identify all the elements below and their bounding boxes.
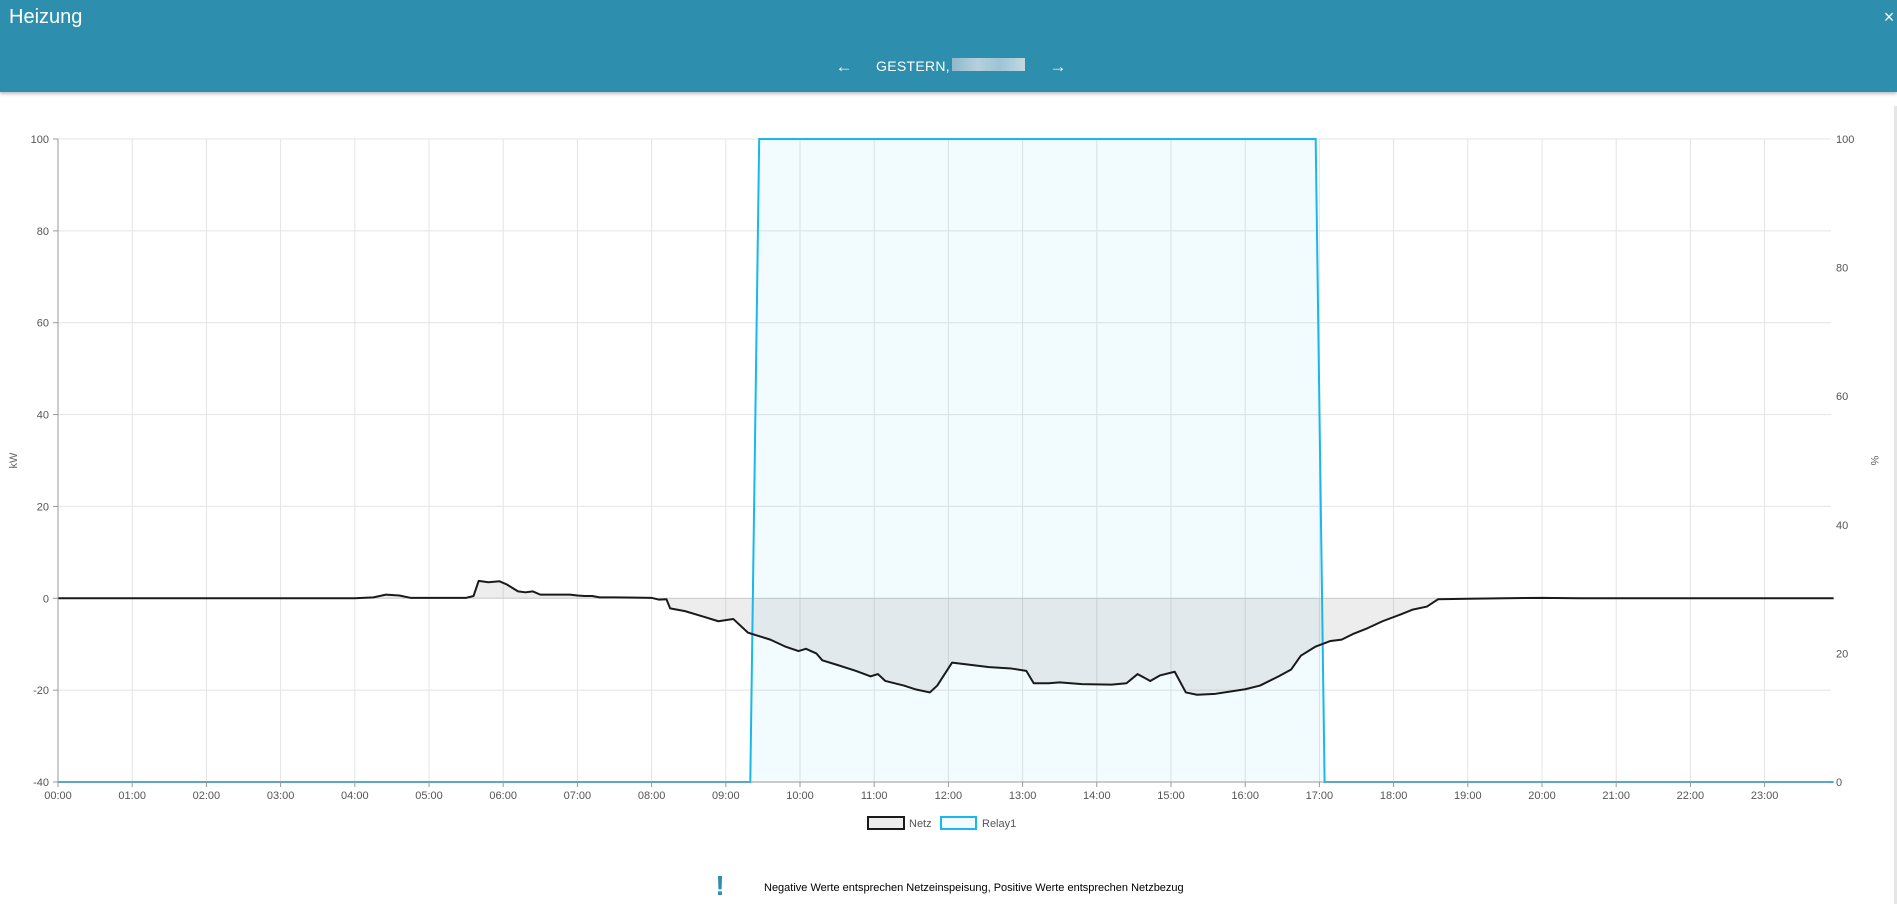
next-day-arrow-icon[interactable]: → — [1049, 57, 1067, 76]
y-right-tick-label: 40 — [1836, 520, 1848, 532]
y-left-tick-label: 80 — [37, 226, 49, 238]
exclamation-icon: ! — [715, 870, 725, 901]
y-left-tick-label: -40 — [33, 777, 49, 789]
x-tick-label: 18:00 — [1380, 790, 1408, 802]
x-tick-label: 07:00 — [564, 790, 592, 802]
x-tick-label: 08:00 — [638, 790, 666, 802]
x-tick-label: 20:00 — [1528, 790, 1556, 802]
x-tick-label: 15:00 — [1157, 790, 1185, 802]
x-tick-label: 11:00 — [861, 790, 888, 802]
netz-area — [58, 580, 1834, 695]
dialog-header: Heizung × ← GESTERN, → — [0, 0, 1897, 92]
y-left-tick-label: 100 — [31, 134, 49, 146]
y-left-tick-label: 0 — [43, 593, 49, 605]
energy-chart: 00:00 01:00 02:00 03:00 04:00 05:00 06:00 07:00… — [8, 134, 1880, 830]
chart-axes: 00:00 01:00 02:00 03:00 04:00 05:00 06:00 07:00… — [8, 134, 1880, 802]
x-tick-label: 17:00 — [1306, 790, 1334, 802]
x-tick-label: 04:00 — [341, 790, 369, 802]
y-right-axis-label: % — [1868, 456, 1880, 466]
date-navigation: ← GESTERN, → — [0, 54, 1897, 80]
x-tick-label: 23:00 — [1751, 790, 1779, 802]
x-tick-label: 03:00 — [267, 790, 295, 802]
chart-areas — [58, 139, 1834, 782]
x-tick-label: 19:00 — [1454, 790, 1482, 802]
legend-label-relay: Relay1 — [982, 818, 1016, 830]
y-right-tick-label: 100 — [1836, 134, 1854, 146]
chart-legend: Netz Relay1 — [867, 816, 1016, 830]
y-right-tick-label: 0 — [1836, 777, 1842, 789]
relay-area — [58, 139, 1834, 782]
y-left-tick-label: -20 — [33, 685, 49, 697]
close-icon[interactable]: × — [1883, 7, 1895, 27]
legend-swatch-relay — [940, 816, 977, 830]
y-left-tick-label: 20 — [37, 501, 49, 513]
netz-line — [58, 579, 1834, 696]
x-tick-label: 21:00 — [1602, 790, 1630, 802]
y-left-axis-label: kW — [8, 452, 20, 469]
y-right-tick-label: 20 — [1836, 648, 1848, 660]
x-tick-label: 10:00 — [786, 790, 814, 802]
x-tick-label: 22:00 — [1677, 790, 1705, 802]
info-note-text: Negative Werte entsprechen Netzeinspeisu… — [764, 882, 1184, 894]
scrollbar[interactable] — [1894, 106, 1897, 904]
x-tick-label: 01:00 — [118, 790, 146, 802]
legend-swatch-netz — [867, 816, 905, 830]
x-tick-label: 16:00 — [1231, 790, 1259, 802]
x-tick-label: 02:00 — [193, 790, 221, 802]
y-left-tick-label: 40 — [37, 410, 49, 422]
x-tick-label: 13:00 — [1009, 790, 1037, 802]
x-tick-label: 09:00 — [712, 790, 740, 802]
x-tick-label: 00:00 — [44, 790, 72, 802]
redacted-date-value — [952, 58, 1025, 71]
y-right-tick-label: 80 — [1836, 263, 1848, 275]
x-tick-label: 05:00 — [415, 790, 443, 802]
previous-day-arrow-icon[interactable]: ← — [835, 57, 853, 76]
x-tick-label: 12:00 — [935, 790, 963, 802]
dialog-title: Heizung — [9, 6, 83, 28]
y-left-tick-label: 60 — [37, 318, 49, 330]
x-tick-label: 14:00 — [1083, 790, 1111, 802]
x-tick-label: 06:00 — [489, 790, 517, 802]
legend-label-netz: Netz — [909, 818, 932, 830]
y-right-tick-label: 60 — [1836, 391, 1848, 403]
date-label: GESTERN, — [876, 58, 950, 74]
